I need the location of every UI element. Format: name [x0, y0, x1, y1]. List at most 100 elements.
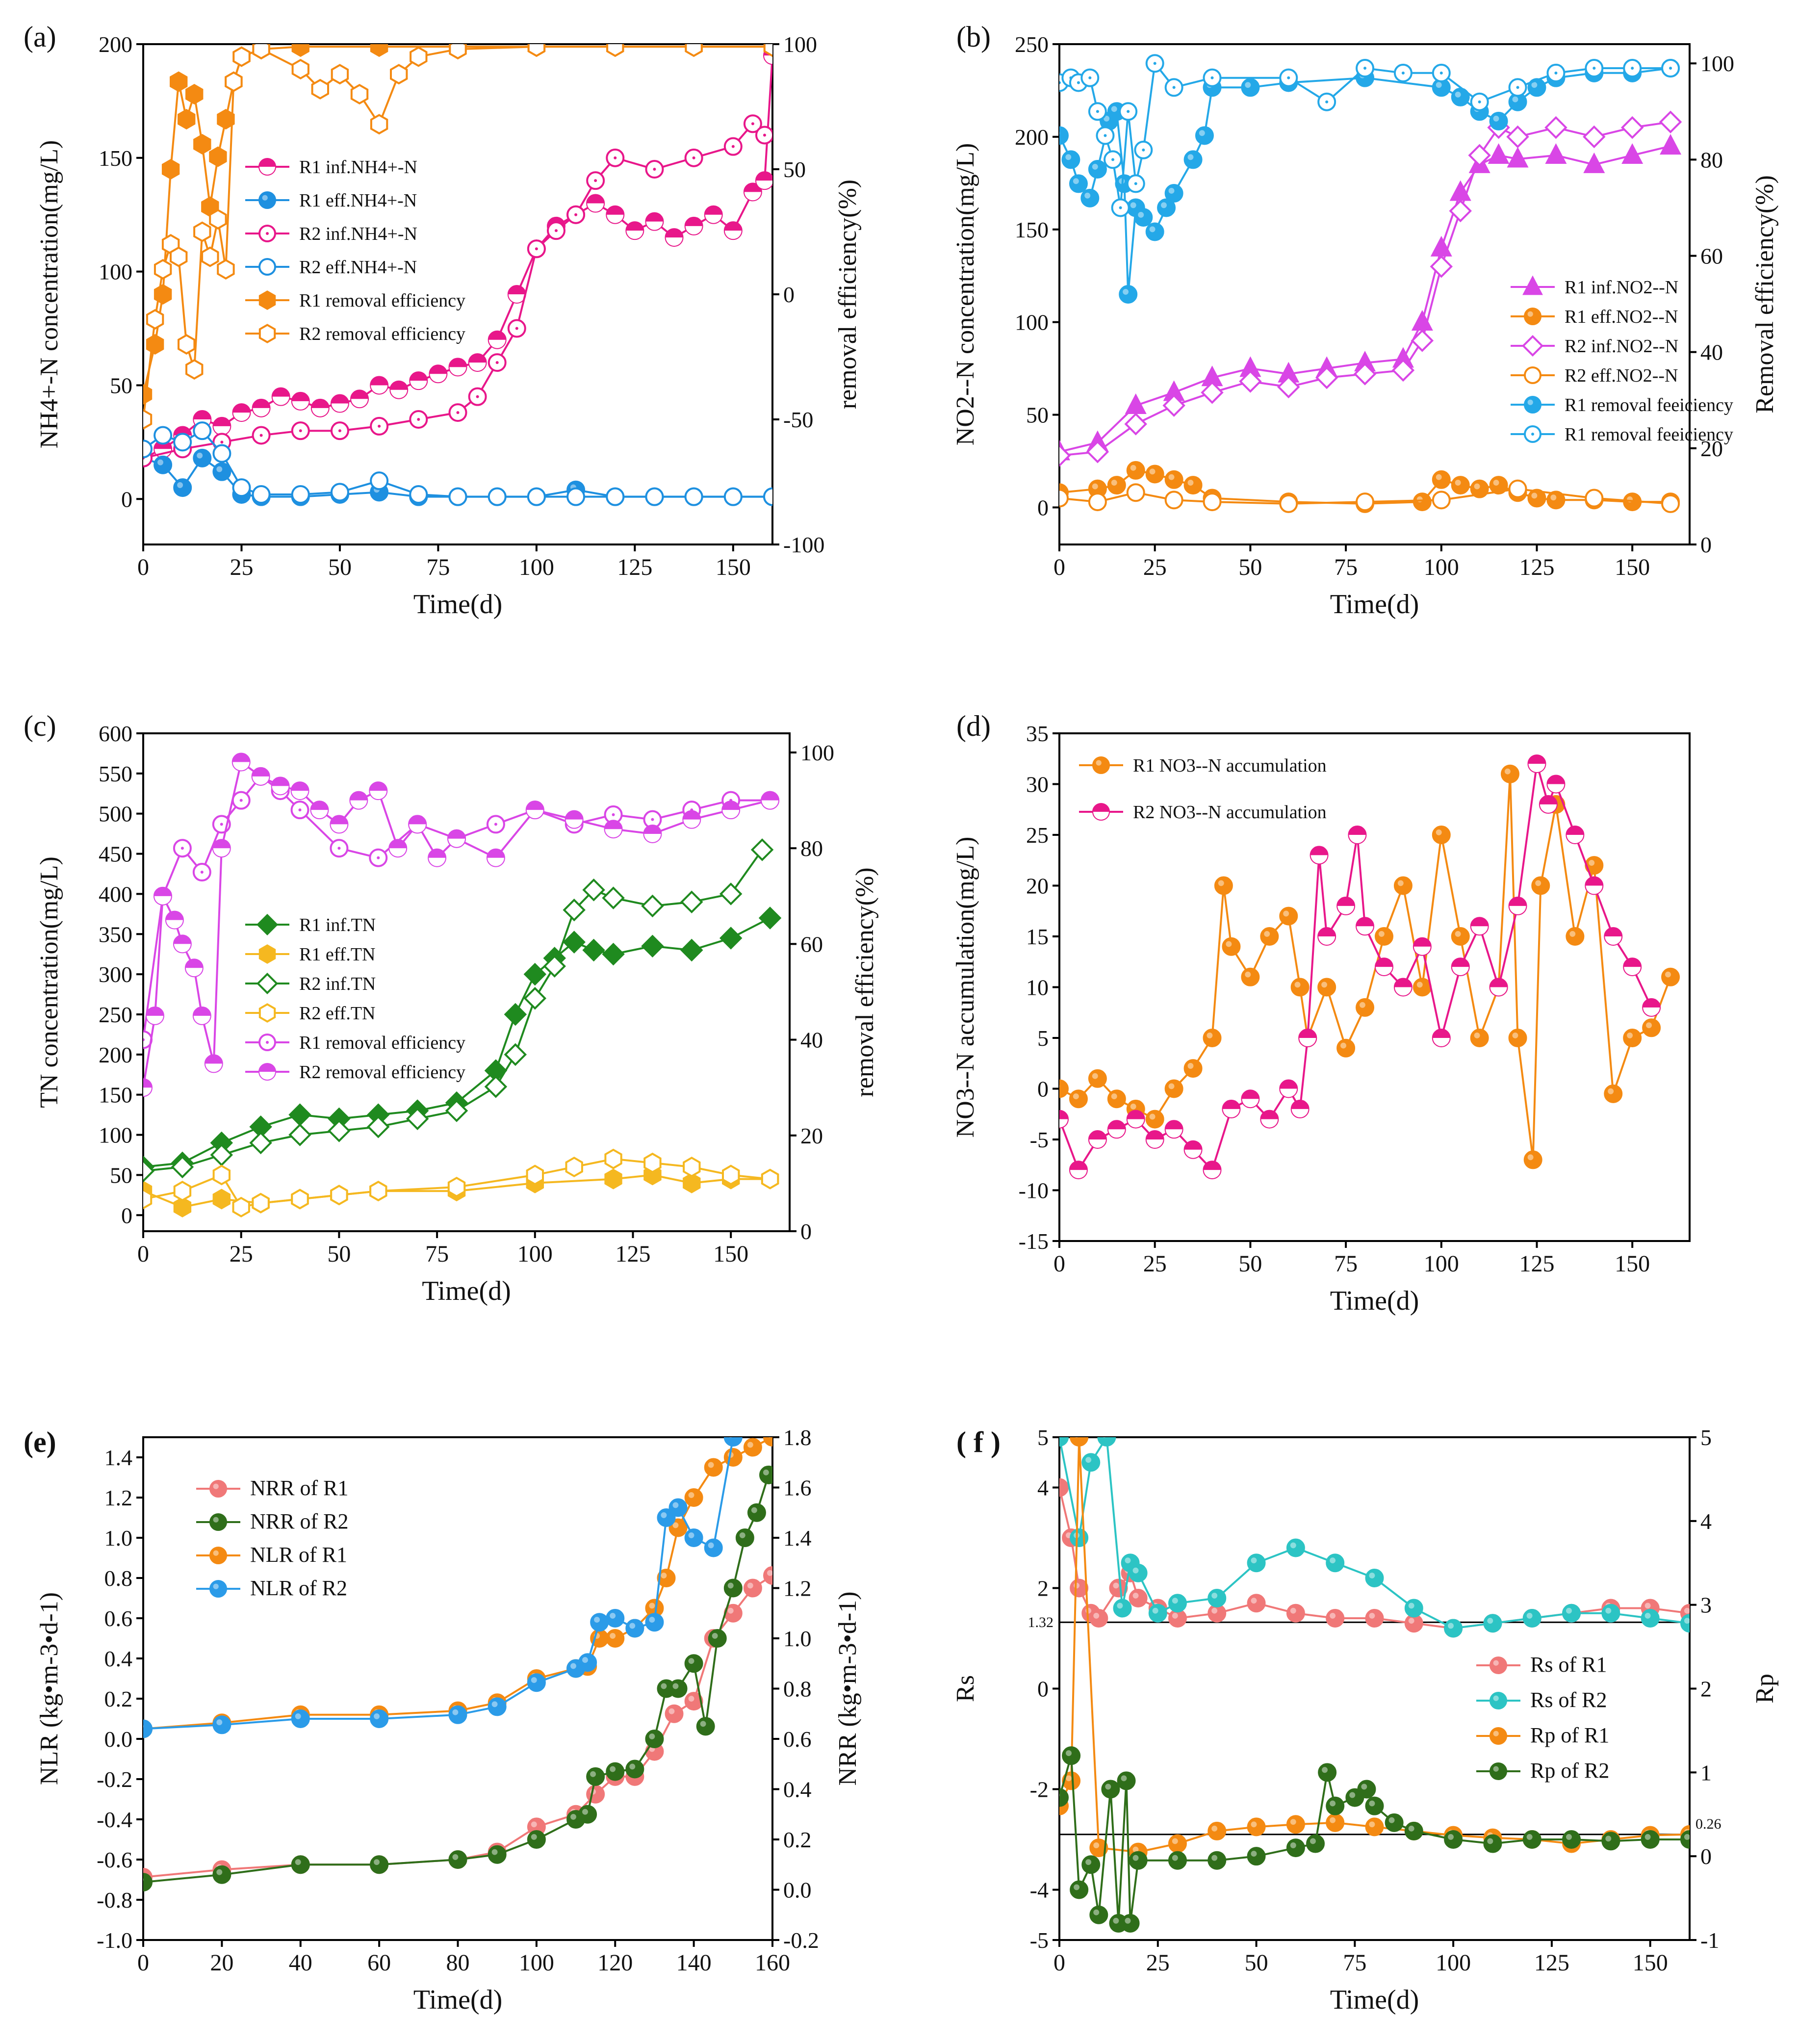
legend-label: Rs of R1 [1530, 1653, 1607, 1677]
legend-marker [258, 290, 276, 310]
data-point [1290, 978, 1310, 997]
data-point [606, 44, 624, 57]
data-point [1195, 126, 1214, 145]
series-a-5 [143, 44, 772, 430]
legend-marker [258, 1003, 276, 1023]
data-point [1107, 476, 1126, 495]
data-point [252, 1192, 270, 1214]
data-point [1148, 1604, 1167, 1623]
data-point [1444, 1830, 1463, 1849]
data-point [1069, 1089, 1088, 1109]
data-point [1444, 1619, 1463, 1638]
y-right-tick-label: 0 [783, 282, 795, 307]
y-right-tick-label: -100 [783, 532, 824, 557]
legend-marker [209, 1480, 227, 1498]
data-point [1544, 116, 1567, 139]
data-point [193, 448, 212, 467]
x-tick-label: 50 [328, 554, 352, 580]
x-tick-label: 100 [519, 1950, 554, 1976]
data-point [406, 1107, 429, 1131]
legend-label: R2 NO3--N accumulation [1133, 802, 1327, 823]
plot-frame [142, 732, 791, 1232]
legend-label: R1 inf.NH4+-N [299, 157, 417, 178]
data-point [566, 487, 586, 506]
y-tick-label: 1.0 [104, 1526, 133, 1551]
data-point [1500, 764, 1519, 783]
data-point [370, 1855, 389, 1874]
data-point [448, 1850, 467, 1869]
data-point [288, 1123, 311, 1146]
plot-area [1059, 754, 1680, 1180]
data-point [212, 1865, 231, 1884]
data-point [750, 838, 774, 861]
data-point [527, 44, 546, 57]
data-point [719, 927, 743, 950]
y-right-tick-label: 5 [1700, 1425, 1712, 1450]
chart-panel-d: 0 25 50 75 100 125 150 -15 -10 -5 0 5 10 15 20 25 30 35 Ti… [951, 710, 1691, 1316]
data-point [1121, 1914, 1140, 1933]
y-right-tick-label: 20 [800, 1123, 823, 1148]
legend-label: R2 eff.NH4+-N [299, 257, 417, 278]
legend-label: R1 eff.NO2--N [1565, 307, 1678, 327]
y-tick-label: 0.4 [104, 1646, 133, 1671]
data-point [1621, 143, 1644, 164]
y-tick-label: -15 [1019, 1229, 1049, 1254]
data-point [212, 1189, 231, 1210]
data-point [178, 108, 196, 130]
y-tick-label: 0.6 [104, 1606, 133, 1631]
data-point [708, 1629, 727, 1648]
data-point [232, 46, 251, 67]
data-point [641, 934, 664, 958]
data-point [1353, 362, 1377, 386]
data-point [1315, 366, 1338, 389]
series-b-3 [1059, 479, 1680, 513]
y-tick-label: -1.0 [97, 1928, 132, 1953]
data-point [1145, 222, 1164, 241]
data-point [249, 1131, 272, 1155]
data-point [1286, 1838, 1305, 1858]
chart-panel-b: 0 25 50 75 100 125 150 0 50 100 150 200 250 0 20 40 60 80… [951, 21, 1779, 620]
data-point [1080, 188, 1100, 207]
series-line [143, 849, 763, 1172]
data-point [291, 44, 309, 57]
data-point [1089, 1838, 1108, 1858]
x-tick-label: 20 [210, 1950, 233, 1976]
data-point [1214, 876, 1233, 895]
legend-label: R1 removal feeiciency [1565, 424, 1733, 445]
data-point [146, 309, 164, 330]
x-tick-label: 0 [1053, 1251, 1065, 1277]
data-point [1336, 1038, 1356, 1058]
y-tick-label: 1.2 [104, 1485, 133, 1510]
x-tick-label: 150 [1615, 554, 1650, 580]
y-tick-label: 20 [1026, 874, 1049, 899]
data-point [1432, 826, 1451, 844]
x-axis-title: Time(d) [413, 589, 503, 620]
plot-area [143, 44, 772, 506]
series-d-1 [1059, 754, 1661, 1180]
data-point [723, 1578, 743, 1598]
y-tick-label: 0.2 [104, 1686, 133, 1711]
data-point [232, 478, 251, 497]
data-point [563, 898, 586, 922]
y-tick-label: 15 [1026, 924, 1049, 949]
data-point [1089, 1609, 1108, 1628]
data-point [1183, 150, 1203, 169]
data-point [288, 1103, 311, 1126]
data-point [1168, 1834, 1187, 1853]
y-right-tick-label: 40 [1700, 340, 1723, 365]
x-tick-label: 100 [1436, 1950, 1471, 1976]
y-right-tick-label: 1.6 [783, 1475, 812, 1501]
data-point [759, 1465, 772, 1484]
y-right-tick-label: 100 [800, 740, 834, 765]
legend-label: Rs of R2 [1530, 1688, 1607, 1712]
data-point [645, 1730, 664, 1748]
y-tick-label: 0 [1037, 495, 1049, 520]
y-tick-label: -2 [1030, 1777, 1049, 1802]
x-axis-title: Time(d) [1330, 1286, 1419, 1316]
data-point [1659, 110, 1682, 133]
data-point [582, 938, 605, 962]
data-point [668, 1498, 688, 1517]
data-point [668, 1518, 688, 1537]
series-line [1059, 763, 1652, 1172]
data-point [606, 1762, 625, 1781]
